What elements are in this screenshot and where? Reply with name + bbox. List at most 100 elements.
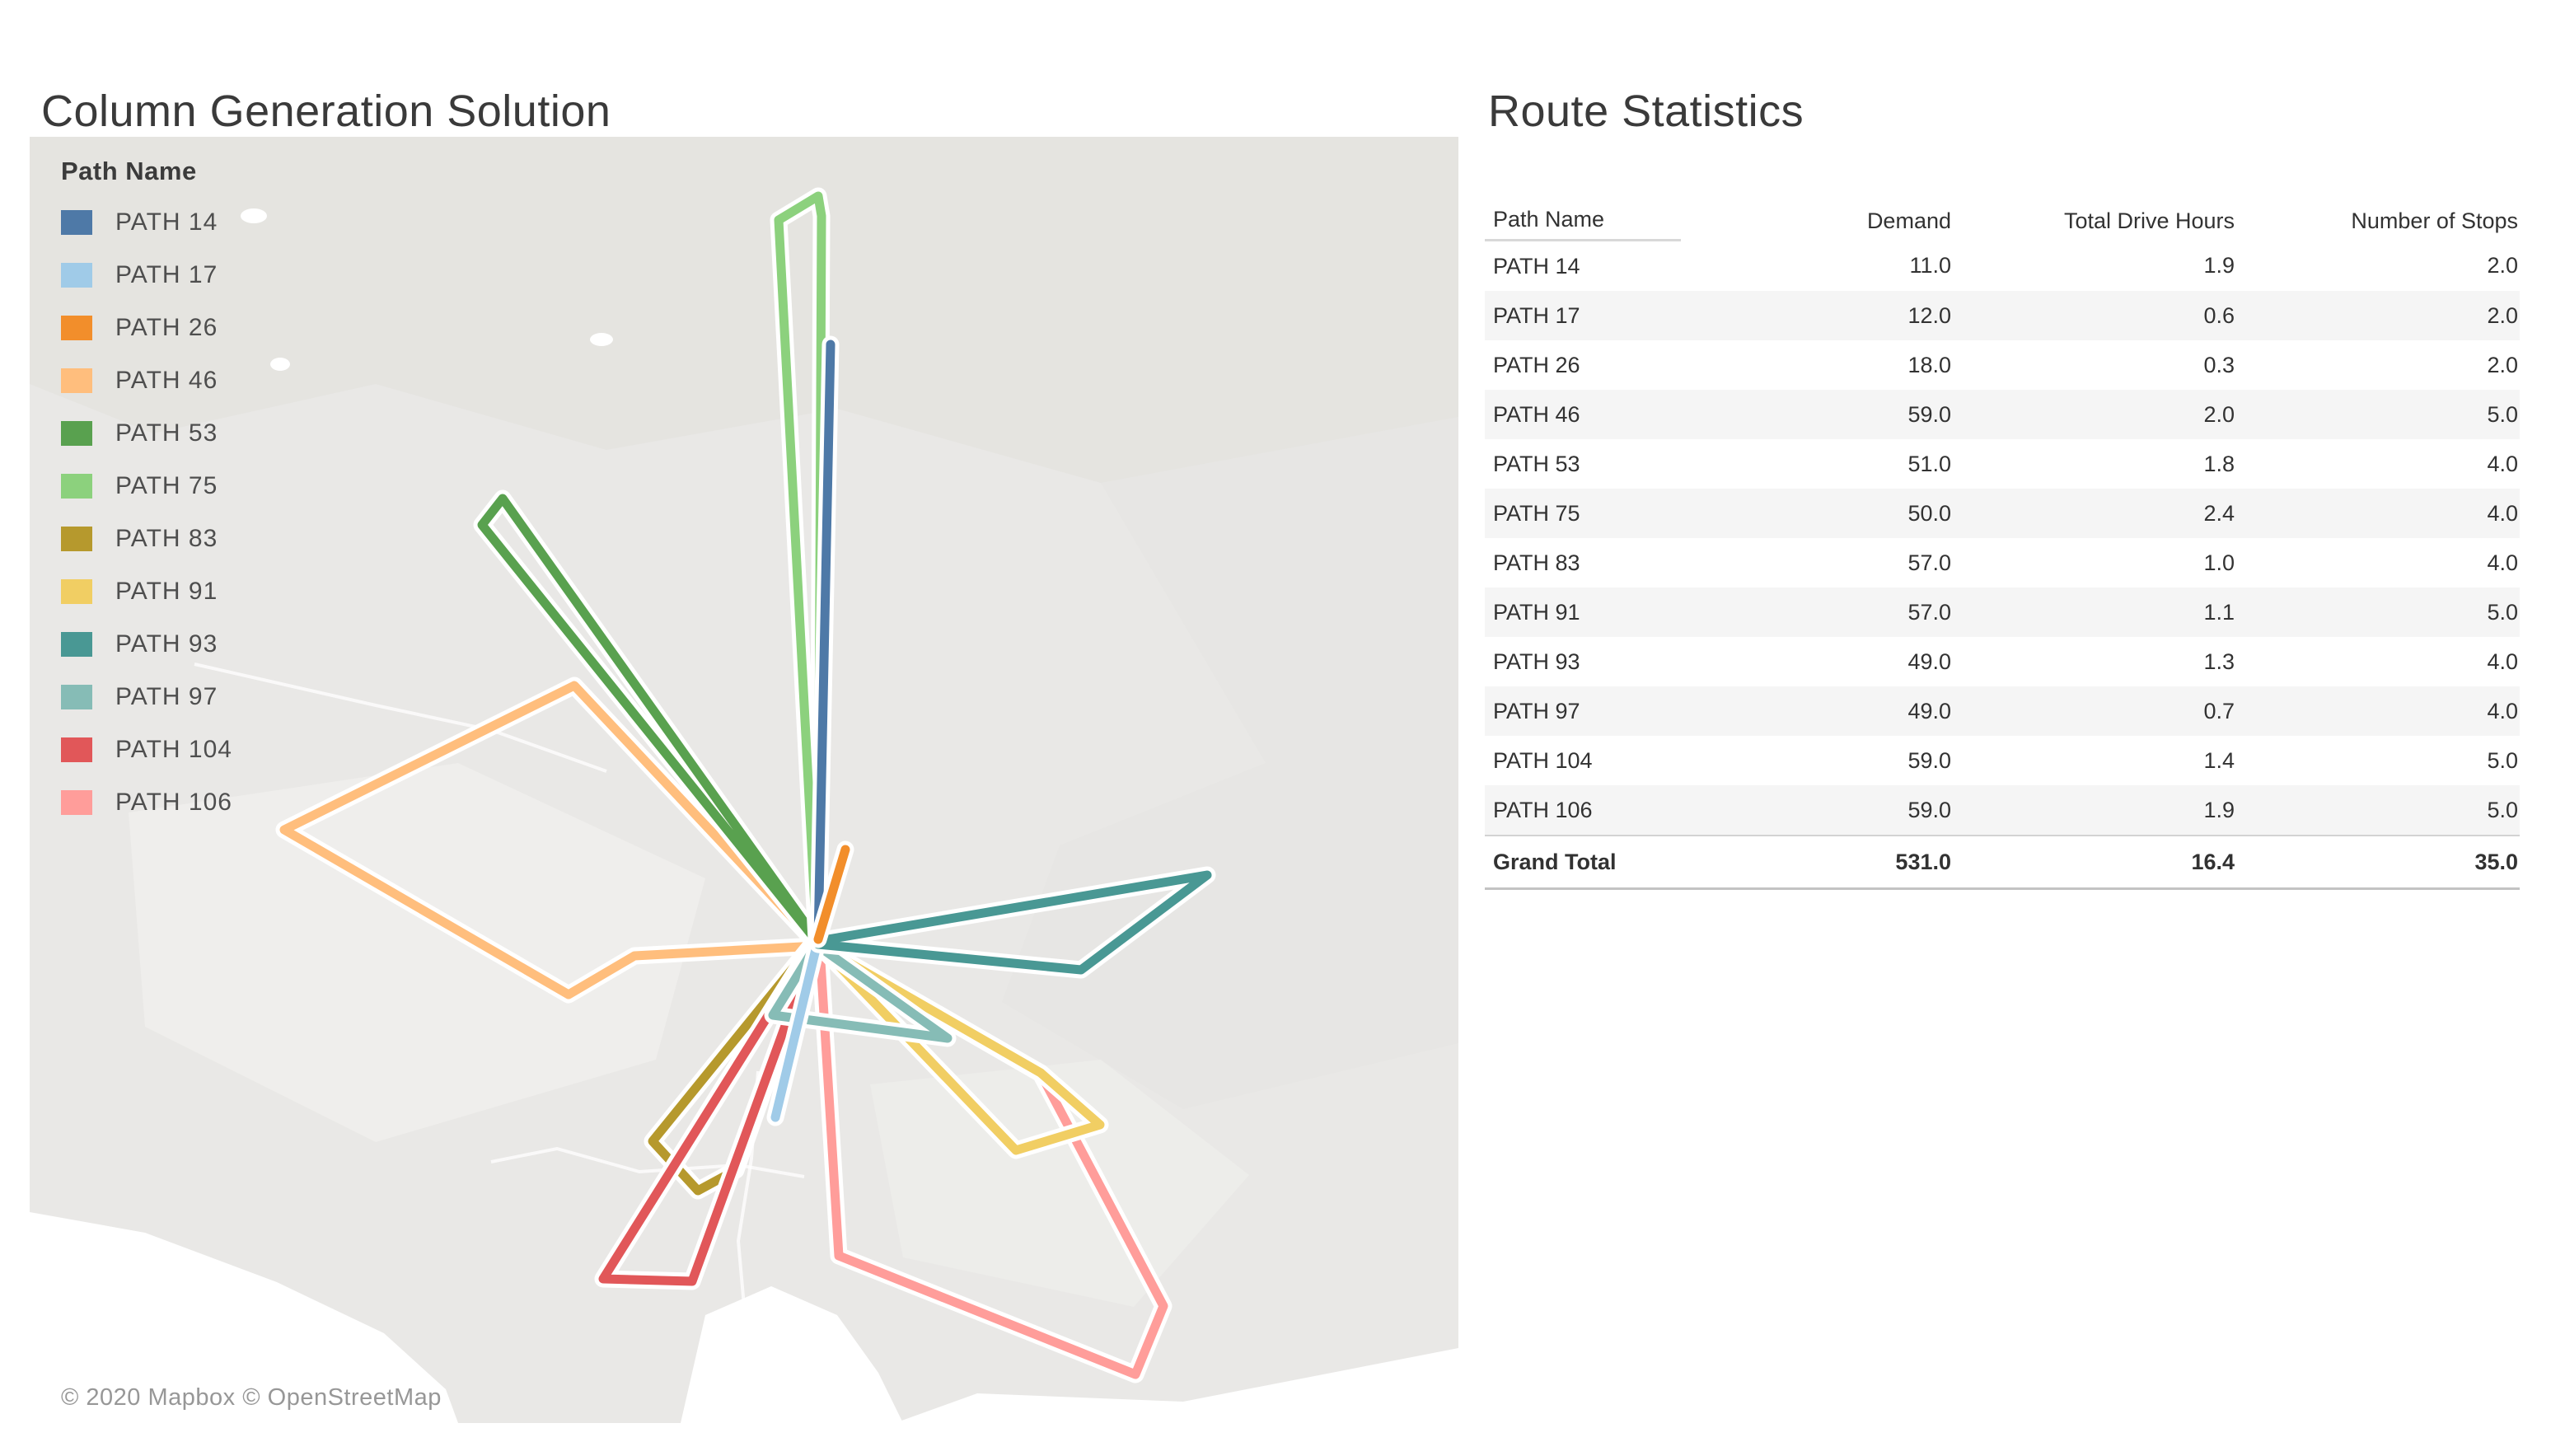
value-cell[interactable]: 2.0 <box>2487 352 2518 377</box>
value-cell[interactable]: 59.0 <box>1907 747 1951 773</box>
legend-item-path-46[interactable]: PATH 46 <box>61 354 232 407</box>
value-cell[interactable]: 49.0 <box>1907 648 1951 674</box>
legend-item-path-97[interactable]: PATH 97 <box>61 671 232 723</box>
value-cell: 531.0 <box>1681 835 1953 890</box>
column-header-path-name[interactable]: Path Name <box>1485 198 1681 241</box>
table-row-path-93[interactable]: PATH 93 49.0 1.3 4.0 <box>1485 637 2520 686</box>
value-cell[interactable]: 1.4 <box>2203 747 2235 773</box>
legend-item-path-83[interactable]: PATH 83 <box>61 513 232 565</box>
value-cell[interactable]: 12.0 <box>1907 302 1951 328</box>
value-cell[interactable]: 1.1 <box>2203 599 2235 625</box>
value-cell[interactable]: 5.0 <box>2487 401 2518 427</box>
table-row-path-26[interactable]: PATH 26 18.0 0.3 2.0 <box>1485 340 2520 390</box>
table-row-path-104[interactable]: PATH 104 59.0 1.4 5.0 <box>1485 736 2520 785</box>
value-cell[interactable]: 4.0 <box>2487 648 2518 674</box>
table-row-path-97[interactable]: PATH 97 49.0 0.7 4.0 <box>1485 686 2520 736</box>
coast-water <box>895 1348 1458 1423</box>
legend-item-path-26[interactable]: PATH 26 <box>61 302 232 354</box>
value-cell[interactable]: 1.9 <box>2203 797 2235 822</box>
table-row-path-53[interactable]: PATH 53 51.0 1.8 4.0 <box>1485 439 2520 489</box>
value-cell[interactable]: 2.0 <box>2487 302 2518 328</box>
value-cell[interactable]: 5.0 <box>2487 747 2518 773</box>
legend-item-label: PATH 106 <box>115 789 232 816</box>
value-cell[interactable]: 5.0 <box>2487 599 2518 625</box>
map-attribution[interactable]: © 2020 Mapbox © OpenStreetMap <box>61 1384 442 1411</box>
legend-item-path-53[interactable]: PATH 53 <box>61 407 232 460</box>
river-line <box>490 1146 805 1178</box>
route-path-path-104[interactable] <box>598 936 820 1286</box>
path-name-cell[interactable]: PATH 97 <box>1493 698 1580 723</box>
route-path-path-93[interactable] <box>813 870 1212 975</box>
column-header-total-drive-hours[interactable]: Total Drive Hours <box>2063 208 2235 233</box>
value-cell[interactable]: 1.3 <box>2203 648 2235 674</box>
table-row-path-106[interactable]: PATH 106 59.0 1.9 5.0 <box>1485 785 2520 836</box>
value-cell[interactable]: 51.0 <box>1907 451 1951 476</box>
map-canvas[interactable]: Path Name PATH 14 PATH 17 PATH 26 PATH 46 PA… <box>30 137 1458 1423</box>
path-name-cell[interactable]: PATH 26 <box>1493 352 1580 377</box>
route-path-path-53[interactable] <box>477 494 821 946</box>
legend-item-label: PATH 75 <box>115 472 218 499</box>
route-path-path-14[interactable] <box>813 339 836 944</box>
legend-item-path-17[interactable]: PATH 17 <box>61 249 232 302</box>
legend-item-path-106[interactable]: PATH 106 <box>61 776 232 829</box>
path-name-cell[interactable]: PATH 91 <box>1493 599 1580 625</box>
legend-item-label: PATH 104 <box>115 736 232 763</box>
value-cell[interactable]: 5.0 <box>2487 797 2518 822</box>
legend-item-path-14[interactable]: PATH 14 <box>61 196 232 249</box>
table-row-path-46[interactable]: PATH 46 59.0 2.0 5.0 <box>1485 390 2520 439</box>
table-row-path-14[interactable]: PATH 14 11.0 1.9 2.0 <box>1485 241 2520 292</box>
legend-item-path-75[interactable]: PATH 75 <box>61 460 232 513</box>
legend-item-label: PATH 26 <box>115 314 218 341</box>
path-name-cell[interactable]: PATH 83 <box>1493 550 1580 575</box>
path-name-cell[interactable]: PATH 46 <box>1493 401 1580 427</box>
legend-item-path-91[interactable]: PATH 91 <box>61 565 232 618</box>
table-row-path-83[interactable]: PATH 83 57.0 1.0 4.0 <box>1485 538 2520 588</box>
value-cell[interactable]: 4.0 <box>2487 550 2518 575</box>
route-path-path-17[interactable] <box>770 941 821 1122</box>
route-path-path-91[interactable] <box>815 941 1105 1155</box>
value-cell[interactable]: 57.0 <box>1907 599 1951 625</box>
route-statistics-table-wrap: Path Name Demand Total Drive Hours Number o… <box>1485 198 2520 890</box>
value-cell[interactable]: 4.0 <box>2487 698 2518 723</box>
value-cell[interactable]: 59.0 <box>1907 797 1951 822</box>
route-path-path-97[interactable] <box>768 939 953 1043</box>
value-cell[interactable]: 1.0 <box>2203 550 2235 575</box>
value-cell[interactable]: 49.0 <box>1907 698 1951 723</box>
value-cell[interactable]: 2.0 <box>2203 401 2235 427</box>
value-cell[interactable]: 2.4 <box>2203 500 2235 526</box>
path-name-cell[interactable]: PATH 104 <box>1493 747 1593 773</box>
column-header-demand[interactable]: Demand <box>1866 208 1951 233</box>
map-urban-flats <box>129 763 705 1142</box>
route-path-path-46[interactable] <box>279 681 821 1000</box>
legend-item-path-93[interactable]: PATH 93 <box>61 618 232 671</box>
path-name-cell[interactable]: PATH 14 <box>1493 253 1580 279</box>
path-name-cell[interactable]: PATH 106 <box>1493 797 1593 822</box>
path-name-cell[interactable]: PATH 17 <box>1493 302 1580 328</box>
legend-swatch-icon <box>61 421 92 446</box>
legend-items: PATH 14 PATH 17 PATH 26 PATH 46 PATH 53 PATH … <box>61 196 232 829</box>
value-cell[interactable]: 59.0 <box>1907 401 1951 427</box>
value-cell[interactable]: 0.7 <box>2203 698 2235 723</box>
column-header-number-of-stops[interactable]: Number of Stops <box>2351 208 2518 233</box>
legend-item-path-104[interactable]: PATH 104 <box>61 723 232 776</box>
path-name-cell[interactable]: PATH 53 <box>1493 451 1580 476</box>
value-cell[interactable]: 0.3 <box>2203 352 2235 377</box>
value-cell[interactable]: 4.0 <box>2487 500 2518 526</box>
table-row-path-75[interactable]: PATH 75 50.0 2.4 4.0 <box>1485 489 2520 538</box>
value-cell[interactable]: 2.0 <box>2487 252 2518 278</box>
value-cell[interactable]: 1.8 <box>2203 451 2235 476</box>
value-cell[interactable]: 4.0 <box>2487 451 2518 476</box>
road-line <box>194 662 607 773</box>
table-row-path-17[interactable]: PATH 17 12.0 0.6 2.0 <box>1485 291 2520 340</box>
value-cell[interactable]: 18.0 <box>1907 352 1951 377</box>
value-cell[interactable]: 50.0 <box>1907 500 1951 526</box>
value-cell[interactable]: 1.9 <box>2203 252 2235 278</box>
table-row-path-91[interactable]: PATH 91 57.0 1.1 5.0 <box>1485 588 2520 637</box>
value-cell[interactable]: 57.0 <box>1907 550 1951 575</box>
path-name-cell[interactable]: PATH 93 <box>1493 648 1580 674</box>
value-cell[interactable]: 11.0 <box>1909 252 1951 278</box>
value-cell[interactable]: 0.6 <box>2203 302 2235 328</box>
route-path-path-26[interactable] <box>813 845 850 944</box>
path-name-cell[interactable]: PATH 75 <box>1493 500 1580 526</box>
table-header-row: Path Name Demand Total Drive Hours Number o… <box>1485 198 2520 241</box>
